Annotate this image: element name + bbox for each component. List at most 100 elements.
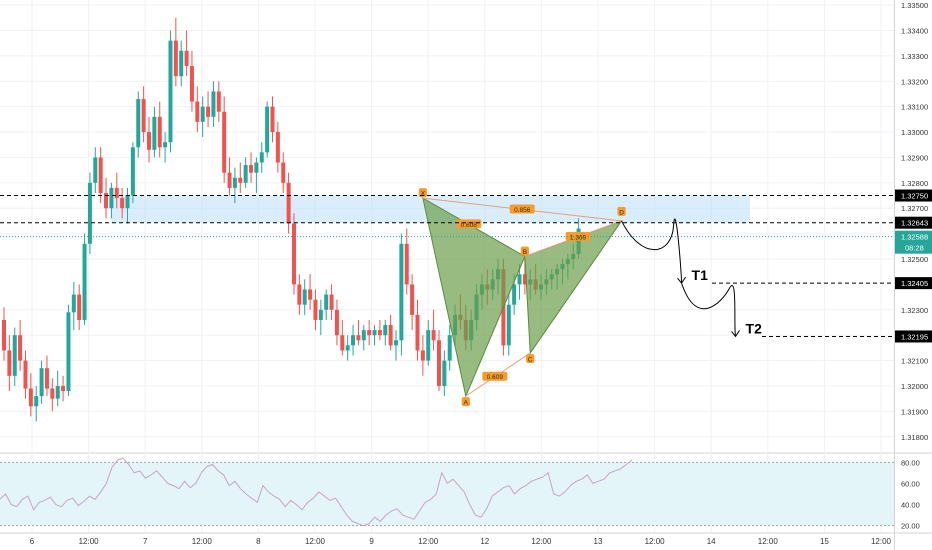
candle-body <box>265 106 270 153</box>
candle-body <box>206 106 211 117</box>
candle <box>431 309 436 351</box>
candle-body <box>98 157 103 193</box>
pattern-point-X-bg <box>418 188 427 198</box>
level-tag-bg <box>895 189 932 202</box>
pattern-point-D-text: D <box>619 209 624 216</box>
candle <box>211 81 216 127</box>
candle-body <box>114 187 119 199</box>
candle <box>356 319 361 346</box>
candle <box>265 101 270 158</box>
candle-body <box>50 388 55 399</box>
harmonic-pattern[interactable]: X A B C D 0.608 0.609 1.369 0.856 <box>418 188 626 407</box>
candle-body <box>2 319 6 351</box>
ratio-XA: 0.608 <box>456 219 482 229</box>
candle-body <box>512 284 517 305</box>
candle <box>189 50 194 112</box>
candle <box>291 213 296 295</box>
candle-body <box>275 132 280 163</box>
candle-body <box>372 330 377 336</box>
time-tick-label: 6 <box>30 537 35 546</box>
candle <box>318 299 323 336</box>
candle-body <box>286 182 291 224</box>
candle-body <box>340 335 345 351</box>
candle <box>404 228 409 295</box>
price-levels <box>0 195 894 337</box>
candle-body <box>442 360 447 386</box>
price-axis[interactable]: 1.33500 1.33400 1.33300 1.33200 1.33100 1.330… <box>895 1 932 531</box>
time-tick-label: 12:00 <box>645 537 666 546</box>
rsi-panel <box>0 457 894 527</box>
time-tick-label: 14 <box>707 537 716 546</box>
candle <box>420 335 425 376</box>
candle <box>410 274 415 331</box>
candle-body <box>55 385 60 399</box>
price-tick-label: 1.33400 <box>901 26 928 35</box>
candle-body <box>351 335 356 346</box>
price-tick-label: 1.32800 <box>901 179 928 188</box>
candle-body <box>173 40 178 77</box>
candle-body <box>308 289 313 300</box>
candle-body <box>77 294 82 320</box>
candle-body <box>23 360 28 389</box>
ratio-BD-bg <box>565 231 591 241</box>
candle-body <box>28 388 33 407</box>
time-tick-label: 12 <box>480 537 489 546</box>
candle <box>87 172 92 254</box>
ratio-XA-text: 0.608 <box>461 222 478 229</box>
level-tag-bg <box>895 330 932 343</box>
candle-body <box>195 101 200 122</box>
price-tick-label: 1.33500 <box>901 1 928 10</box>
price-tick-label: 1.33200 <box>901 77 928 86</box>
price-tick-label: 1.33300 <box>901 52 928 61</box>
candle-body <box>420 350 425 361</box>
level-tag-text: 1.32195 <box>901 332 928 341</box>
level-tag-bg <box>895 277 932 290</box>
pattern-point-X: X <box>418 188 427 198</box>
candle-body <box>66 312 71 392</box>
candle-body <box>152 116 157 150</box>
candle-body <box>517 274 522 285</box>
candle <box>329 284 334 320</box>
candle <box>415 299 420 361</box>
candle-body <box>426 330 431 361</box>
candle-body <box>345 345 350 351</box>
price-tick-label: 1.32900 <box>901 153 928 162</box>
time-axis[interactable]: 6 12:00 7 12:00 8 12:00 9 12:00 12 12:00 13 12:00 14… <box>30 537 892 546</box>
candle <box>243 157 248 188</box>
ratio-XD-text: 0.856 <box>514 207 531 214</box>
price-tick-label: 1.32100 <box>901 357 928 366</box>
time-tick-label: 12:00 <box>758 537 779 546</box>
candle <box>308 274 313 310</box>
candle <box>270 96 275 143</box>
rsi-tick-label: 20.00 <box>901 522 920 531</box>
current-price-tag: 1.32588 08:28 <box>895 230 932 254</box>
candle <box>136 91 141 158</box>
candle <box>254 157 259 193</box>
candle-body <box>18 335 23 361</box>
candle-body <box>506 304 511 346</box>
candle-body <box>146 132 151 150</box>
price-tick-label: 1.32700 <box>901 204 928 213</box>
candle <box>82 233 87 326</box>
candle-body <box>436 340 441 386</box>
price-tick-label: 1.32500 <box>901 255 928 264</box>
candle <box>426 319 431 366</box>
candle <box>297 274 302 315</box>
candle-body <box>157 116 162 148</box>
candle <box>125 187 130 224</box>
candle-body <box>125 195 130 209</box>
candle-body <box>141 99 146 133</box>
candle-body <box>259 152 264 163</box>
candle <box>377 319 382 341</box>
arrow-t2 <box>731 330 740 338</box>
candle-body <box>222 111 227 173</box>
candle <box>442 350 447 397</box>
candle <box>157 101 162 158</box>
pattern-point-C-bg <box>526 353 535 363</box>
candle <box>388 314 393 351</box>
time-tick-label: 12:00 <box>305 537 326 546</box>
countdown-text: 08:28 <box>905 244 924 253</box>
candle <box>394 330 399 361</box>
